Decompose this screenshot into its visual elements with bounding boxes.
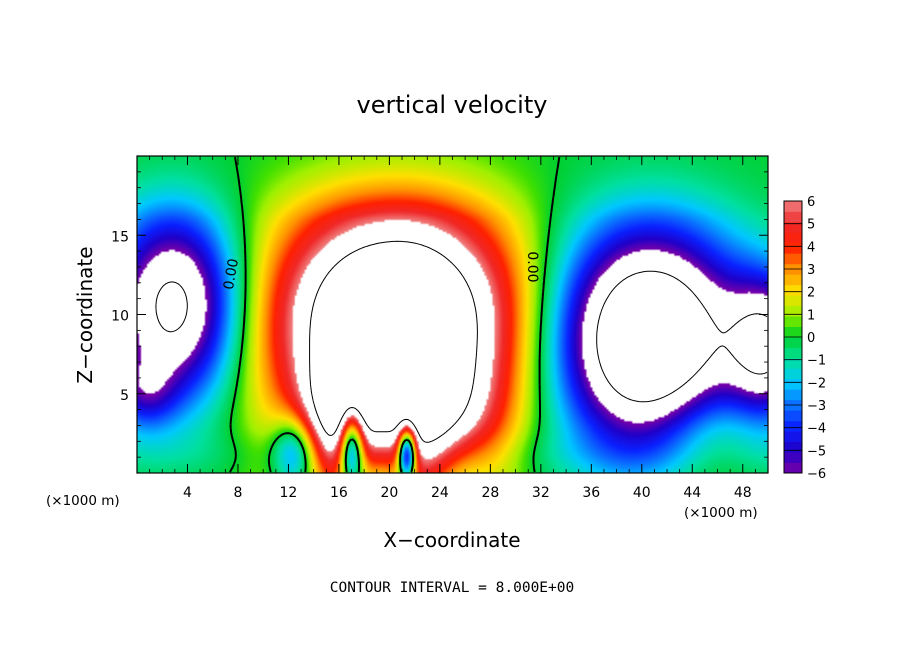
colorbar-swatch — [784, 305, 802, 317]
x-unit-left: (×1000 m) — [46, 493, 120, 509]
colorbar-swatch — [784, 316, 802, 327]
x-tick-label: 8 — [233, 485, 242, 501]
x-ticks: 4 8 12 16 20 24 28 32 36 40 44 48 — [149, 156, 756, 501]
colorbar-label: −3 — [807, 399, 826, 414]
x-axis-label: X−coordinate — [383, 528, 520, 552]
chart-title: vertical velocity — [357, 91, 548, 119]
colorbar: 6 5 4 3 2 1 0 −1 −2 −3 −4 −5 −6 — [783, 195, 826, 482]
colorbar-label: 5 — [807, 218, 815, 233]
y-axis-label: Z−coordinate — [73, 246, 97, 383]
contour-label: 0.00 — [221, 257, 242, 290]
colorbar-swatch — [784, 201, 802, 212]
colorbar-label: −1 — [807, 354, 826, 369]
colorbar-swatch — [784, 410, 802, 422]
colorbar-swatch — [784, 347, 802, 359]
colorbar-label: −2 — [807, 376, 826, 391]
colorbar-label: 0 — [807, 331, 815, 346]
colorbar-swatch — [784, 274, 802, 286]
colorbar-swatch — [784, 431, 802, 443]
colorbar-swatch — [784, 253, 802, 265]
colorbar-label: 3 — [807, 263, 815, 278]
colorbar-swatch — [784, 452, 802, 463]
colorbar-swatch — [784, 337, 802, 348]
colorbar-swatch — [784, 221, 802, 233]
colorbar-label: 2 — [807, 286, 815, 301]
x-tick-label: 4 — [183, 485, 192, 501]
x-tick-label: 36 — [582, 485, 600, 501]
colorbar-label: 4 — [807, 240, 815, 255]
contour-interval-note: CONTOUR INTERVAL = 8.000E+00 — [330, 580, 574, 596]
x-tick-label: 24 — [431, 485, 449, 501]
x-tick-label: 44 — [683, 485, 701, 501]
x-tick-label: 48 — [734, 485, 752, 501]
contour-lines: 0.00 0.00 — [155, 156, 768, 473]
contour-label: 0.00 — [524, 251, 540, 282]
colorbar-swatch — [784, 295, 802, 307]
y-tick-label: 10 — [111, 309, 129, 325]
velocity-field — [137, 156, 768, 473]
colorbar-swatch — [784, 357, 802, 369]
colorbar-swatch — [784, 211, 802, 223]
x-tick-label: 32 — [532, 485, 550, 501]
colorbar-swatch — [784, 242, 802, 254]
contour-negative-8 — [155, 270, 768, 403]
x-tick-label: 40 — [633, 485, 651, 501]
x-tick-label: 12 — [280, 485, 298, 501]
colorbar-swatch — [784, 441, 802, 453]
contour-positive-8 — [309, 240, 478, 443]
x-tick-label: 16 — [330, 485, 348, 501]
colorbar-label: 6 — [807, 195, 815, 210]
y-tick-label: 5 — [120, 388, 129, 404]
x-tick-label: 28 — [481, 485, 499, 501]
x-tick-label: 20 — [380, 485, 398, 501]
colorbar-swatch — [784, 284, 802, 296]
colorbar-label: 1 — [807, 308, 815, 323]
zero-contour — [229, 156, 561, 473]
y-ticks: 5 10 15 — [111, 171, 768, 458]
colorbar-swatch — [784, 378, 802, 390]
x-unit-right: (×1000 m) — [684, 505, 758, 521]
y-tick-label: 15 — [111, 229, 129, 245]
colorbar-label: −5 — [807, 444, 826, 459]
colorbar-swatch — [784, 326, 802, 338]
colorbar-swatch — [784, 389, 802, 401]
colorbar-swatch — [784, 462, 802, 474]
colorbar-label: −6 — [807, 467, 826, 482]
colorbar-swatch — [784, 232, 802, 244]
colorbar-label: −4 — [807, 422, 826, 437]
colorbar-swatch — [784, 368, 802, 380]
colorbar-swatch — [784, 420, 802, 432]
